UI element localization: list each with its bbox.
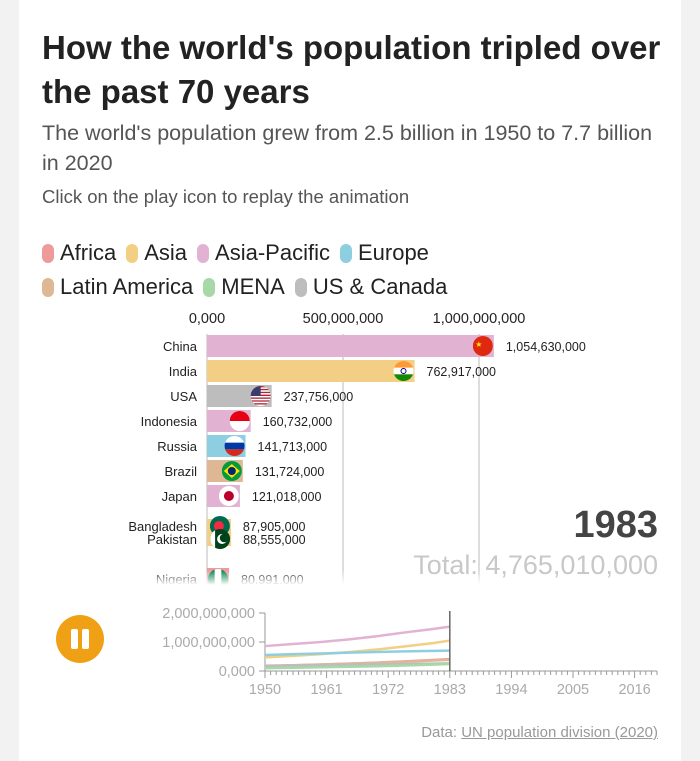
india-flag-icon <box>393 361 414 381</box>
pause-icon <box>82 629 89 649</box>
x-tick-label: 2005 <box>557 682 589 698</box>
legend: Africa Asia Asia-Pacific Europe Latin Am… <box>42 236 672 304</box>
timeline-chart[interactable]: 0,000 1,000,000,000 2,000,000,000 1950 1961 1… <box>19 598 681 710</box>
legend-label: Asia <box>144 240 188 265</box>
value-label: 87,905,000 <box>243 520 306 534</box>
value-label: 131,724,000 <box>255 465 325 479</box>
x-tick-label: 1961 <box>310 682 342 698</box>
bar <box>207 360 415 382</box>
legend-swatch <box>42 243 54 263</box>
bottom-fade <box>19 570 681 585</box>
legend-item-asia[interactable]: Asia <box>126 240 187 266</box>
x-tick-label: 500,000,000 <box>303 311 384 327</box>
legend-label: MENA <box>221 274 285 299</box>
legend-item-africa[interactable]: Africa <box>42 240 116 266</box>
category-label: Russia <box>157 439 198 454</box>
legend-label: Europe <box>357 240 429 265</box>
legend-label: Africa <box>60 240 117 265</box>
year-label: 1983 <box>573 504 658 546</box>
x-tick-label: 1950 <box>249 682 281 698</box>
pause-icon <box>71 629 78 649</box>
chart-subtitle: The world's population grew from 2.5 bil… <box>42 121 653 175</box>
legend-label: Asia-Pacific <box>215 240 330 265</box>
japan-flag-icon <box>218 486 239 506</box>
replay-note: Click on the play icon to replay the ani… <box>42 186 410 207</box>
legend-item-us-canada[interactable]: US & Canada <box>294 274 448 300</box>
legend-label: Latin America <box>60 274 194 299</box>
legend-swatch <box>42 277 54 297</box>
series-line <box>264 662 450 670</box>
x-tick-label: 1994 <box>495 682 527 698</box>
x-tick-label: 2016 <box>618 682 650 698</box>
legend-row: Latin America MENA US & Canada <box>42 270 672 304</box>
chart-title: How the world's population tripled over … <box>42 29 661 110</box>
legend-swatch <box>339 243 352 263</box>
value-label: 121,018,000 <box>252 490 322 504</box>
x-tick-label: 0,000 <box>189 311 225 327</box>
value-label: 141,713,000 <box>258 440 328 454</box>
china-flag-icon: ★ <box>472 336 493 356</box>
series-line <box>264 649 450 657</box>
russia-flag-icon <box>224 436 245 456</box>
value-label: 88,555,000 <box>243 533 306 547</box>
legend-swatch <box>126 243 139 263</box>
pakistan-flag-icon <box>210 529 231 549</box>
category-label: Japan <box>162 489 197 504</box>
legend-item-latin-america[interactable]: Latin America <box>42 274 193 300</box>
category-label: India <box>169 364 198 379</box>
y-tick-label: 0,000 <box>219 664 255 680</box>
brazil-flag-icon <box>221 461 242 481</box>
legend-item-europe[interactable]: Europe <box>339 240 429 266</box>
y-tick-label: 1,000,000,000 <box>162 635 255 651</box>
x-tick-label: 1,000,000,000 <box>433 311 526 327</box>
legend-swatch <box>294 277 307 297</box>
legend-item-asia-pacific[interactable]: Asia-Pacific <box>197 240 330 266</box>
category-label: Bangladesh <box>128 519 197 534</box>
legend-item-mena[interactable]: MENA <box>203 274 285 300</box>
bar-chart: 0,000 500,000,000 1,000,000,000 China ★ 1,054… <box>19 311 681 585</box>
pause-button[interactable] <box>56 615 104 663</box>
category-label: Brazil <box>164 464 197 479</box>
indonesia-flag-icon <box>229 411 250 431</box>
usa-flag-icon <box>250 386 271 406</box>
series-line <box>264 639 450 659</box>
bar <box>207 335 494 357</box>
data-source: Data: UN population division (2020) <box>421 724 658 741</box>
chart-card: How the world's population tripled over … <box>19 0 681 761</box>
legend-swatch <box>203 277 216 297</box>
x-tick-label: 1972 <box>372 682 404 698</box>
category-label: USA <box>170 389 197 404</box>
total-label: Total: 4,765,010,000 <box>413 550 658 580</box>
category-label: Indonesia <box>141 414 198 429</box>
series-line <box>264 625 450 648</box>
category-label: China <box>163 339 198 354</box>
category-label: Pakistan <box>147 532 197 547</box>
legend-row: Africa Asia Asia-Pacific Europe <box>42 236 672 270</box>
value-label: 160,732,000 <box>263 415 333 429</box>
legend-swatch <box>197 243 210 263</box>
svg-text:★: ★ <box>475 340 482 349</box>
y-tick-label: 2,000,000,000 <box>162 606 255 622</box>
value-label: 762,917,000 <box>427 365 497 379</box>
source-prefix: Data: <box>421 724 462 741</box>
source-link[interactable]: UN population division (2020) <box>461 724 658 741</box>
value-label: 237,756,000 <box>284 390 354 404</box>
x-tick-label: 1983 <box>434 682 466 698</box>
value-label: 1,054,630,000 <box>506 340 586 354</box>
legend-label: US & Canada <box>312 274 448 299</box>
